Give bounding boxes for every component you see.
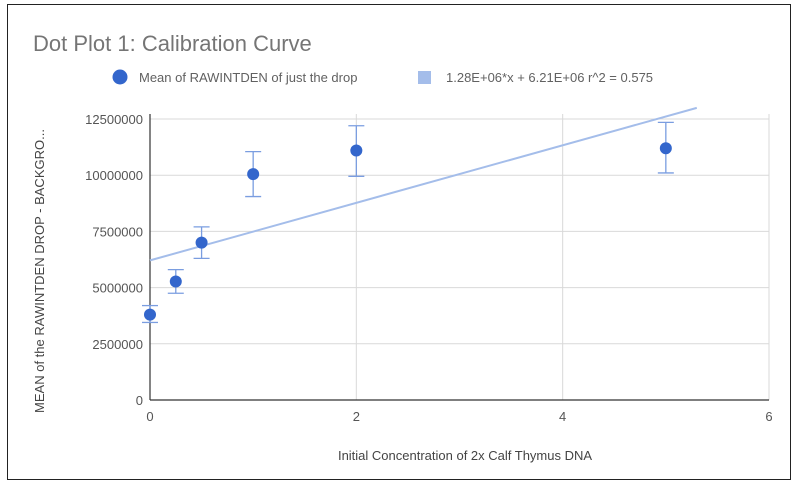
y-tick-label: 5000000 (92, 281, 143, 296)
x-axis-label: Initial Concentration of 2x Calf Thymus … (338, 448, 592, 463)
y-axis-label: MEAN of the RAWINTDEN DROP - BACKGRO... (32, 129, 47, 413)
data-point (195, 236, 208, 249)
trendline (149, 106, 698, 262)
data-point (169, 275, 182, 288)
chart-title: Dot Plot 1: Calibration Curve (33, 31, 312, 56)
y-tick-label: 7500000 (92, 224, 143, 239)
data-point (659, 142, 672, 155)
y-tick-label: 10000000 (85, 168, 143, 183)
data-point (350, 144, 363, 157)
legend-label-trendline[interactable]: 1.28E+06*x + 6.21E+06 r^2 = 0.575 (446, 70, 653, 85)
calibration-chart: Dot Plot 1: Calibration Curve Mean of RA… (32, 31, 773, 463)
x-tick-label: 0 (146, 409, 153, 424)
data-point (247, 168, 260, 181)
legend-label-series[interactable]: Mean of RAWINTDEN of just the drop (139, 70, 357, 85)
legend-marker-trendline (418, 71, 431, 84)
x-tick-label: 4 (559, 409, 566, 424)
data-point (144, 308, 156, 321)
y-tick-label: 2500000 (92, 337, 143, 352)
x-tick-label: 2 (353, 409, 360, 424)
y-tick-label: 0 (136, 393, 143, 408)
y-tick-label: 12500000 (85, 112, 143, 127)
x-tick-label: 6 (765, 409, 772, 424)
legend-marker-series (112, 69, 128, 85)
chart-frame: Dot Plot 1: Calibration Curve Mean of RA… (7, 4, 791, 480)
